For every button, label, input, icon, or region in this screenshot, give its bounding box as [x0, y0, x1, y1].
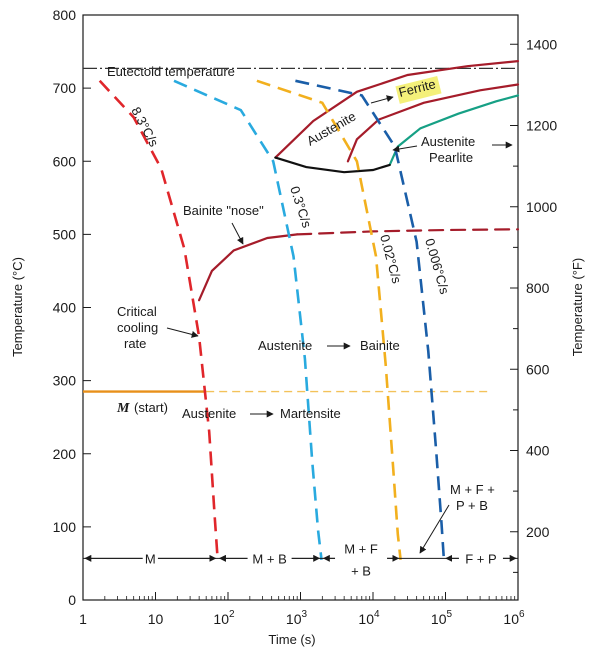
x-tick-label-1: 10 — [148, 611, 164, 627]
y2-tick-label-1: 400 — [526, 443, 550, 459]
region-label-bg-1 — [247, 549, 292, 568]
region-label-2-line1: M + F — [344, 541, 378, 556]
y-tick-label-5: 500 — [53, 226, 77, 242]
austenite-pearlite-arrow-1 — [392, 145, 418, 153]
critical-label-1: Critical — [117, 304, 157, 319]
rate-label-8.3: 8.3°C/s — [128, 104, 162, 149]
bainite-nose-arrow — [231, 222, 244, 245]
ferrite-highlight — [395, 75, 442, 104]
austenite-bainite-a: Austenite — [258, 338, 312, 353]
y-tick-label-7: 700 — [53, 80, 77, 96]
x-tick-label-5: 105 — [431, 609, 453, 627]
curves — [83, 60, 520, 560]
austenite-martensite-b: Martensite — [280, 406, 341, 421]
rate-label-0.02: 0.02°C/s — [377, 233, 405, 286]
cooling-curve-0 — [98, 79, 219, 560]
y-tick-label-8: 800 — [53, 7, 77, 23]
y2-tick-label-4: 1000 — [526, 199, 557, 215]
mfpb-label-2: P + B — [456, 498, 488, 513]
rate-label-0.3: 0.3°C/s — [287, 184, 315, 230]
x-tick-label-4: 104 — [358, 609, 380, 627]
region-label-bg-3 — [458, 549, 503, 568]
y2-axis-title: Temperature (°F) — [570, 258, 585, 356]
x-axis-title: Time (s) — [268, 632, 315, 647]
m-start-suffix: (start) — [134, 400, 168, 415]
rate-label-0.006: 0.006°C/s — [422, 237, 452, 297]
transformation-curve-4 — [198, 233, 299, 302]
y2-tick-label-3: 800 — [526, 280, 550, 296]
transformation-curve-1 — [346, 83, 520, 163]
austenite-bainite-b: Bainite — [360, 338, 400, 353]
mfpb-arrow — [419, 504, 450, 554]
region-label-3: F + P — [465, 551, 496, 566]
cooling-curve-1 — [173, 79, 323, 560]
y2-tick-label-0: 200 — [526, 524, 550, 540]
x-tick-label-2: 102 — [213, 609, 235, 627]
y-tick-label-2: 200 — [53, 446, 77, 462]
austenite-martensite-a: Austenite — [182, 406, 236, 421]
region-label-2-line2: + B — [351, 563, 371, 578]
bainite-nose-label: Bainite "nose" — [183, 203, 264, 218]
transformation-curve-5 — [296, 228, 520, 236]
transformation-curve-3 — [274, 156, 391, 174]
cooling-curve-3 — [295, 79, 446, 560]
x-tick-label-0: 1 — [79, 611, 87, 627]
region-labels: M M + B M + F + B F + P — [83, 541, 518, 578]
m-start-label: M — [116, 401, 130, 416]
transformation-curve-0 — [274, 60, 520, 159]
eutectoid-label: Eutectoid temperature — [107, 64, 235, 79]
y-tick-label-0: 0 — [68, 592, 76, 608]
mfpb-label-1: M + F + — [450, 482, 495, 497]
y-tick-label-1: 100 — [53, 519, 77, 535]
y-tick-label-6: 600 — [53, 153, 77, 169]
critical-label-2: cooling — [117, 320, 158, 335]
critical-label-3: rate — [124, 336, 146, 351]
x-tick-label-6: 106 — [503, 609, 525, 627]
austenite-ferrite-arrow — [370, 95, 394, 104]
region-label-bg-0 — [142, 549, 158, 568]
austenite-pearlite-b: Pearlite — [429, 150, 473, 165]
y-tick-label-3: 300 — [53, 373, 77, 389]
region-label-0: M — [145, 551, 156, 566]
x-tick-label-3: 103 — [286, 609, 308, 627]
y2-tick-label-2: 600 — [526, 361, 550, 377]
critical-arrow — [166, 327, 199, 338]
y-tick-label-4: 400 — [53, 300, 77, 316]
cooling-curve-2 — [256, 79, 402, 560]
region-label-1: M + B — [252, 551, 286, 566]
y2-tick-label-6: 1400 — [526, 36, 557, 52]
y2-tick-label-5: 1200 — [526, 118, 557, 134]
y-axis-title: Temperature (°C) — [10, 257, 25, 357]
austenite-ferrite-a: Austenite — [304, 109, 358, 149]
region-label-bg-2 — [335, 546, 388, 571]
austenite-pearlite-a: Austenite — [421, 134, 475, 149]
